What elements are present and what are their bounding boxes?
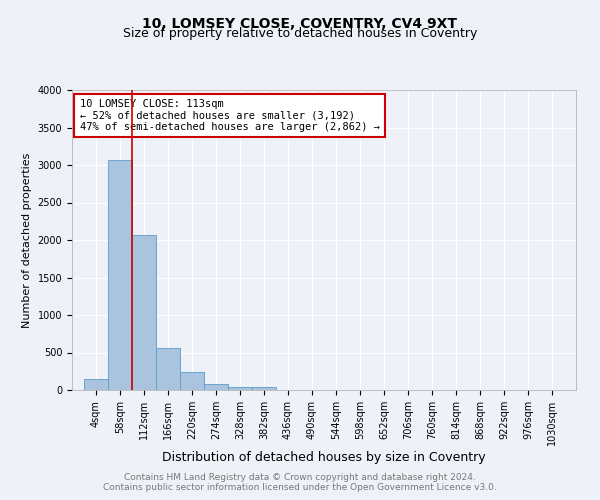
Text: 10 LOMSEY CLOSE: 113sqm
← 52% of detached houses are smaller (3,192)
47% of semi: 10 LOMSEY CLOSE: 113sqm ← 52% of detache… (80, 99, 380, 132)
Bar (84, 379, 108, 390)
Text: 10, LOMSEY CLOSE, COVENTRY, CV4 9XT: 10, LOMSEY CLOSE, COVENTRY, CV4 9XT (143, 18, 458, 32)
Text: Contains HM Land Registry data © Crown copyright and database right 2024.: Contains HM Land Registry data © Crown c… (124, 474, 476, 482)
Bar (204, 384, 228, 390)
X-axis label: Distribution of detached houses by size in Coventry: Distribution of detached houses by size … (162, 450, 486, 464)
Bar (228, 386, 252, 390)
Text: Size of property relative to detached houses in Coventry: Size of property relative to detached ho… (123, 28, 477, 40)
Bar (252, 386, 276, 390)
Bar (108, 160, 132, 390)
Y-axis label: Number of detached properties: Number of detached properties (22, 152, 32, 328)
Bar (180, 372, 204, 390)
Bar (156, 348, 180, 390)
Bar (132, 235, 156, 390)
Text: Contains public sector information licensed under the Open Government Licence v3: Contains public sector information licen… (103, 484, 497, 492)
